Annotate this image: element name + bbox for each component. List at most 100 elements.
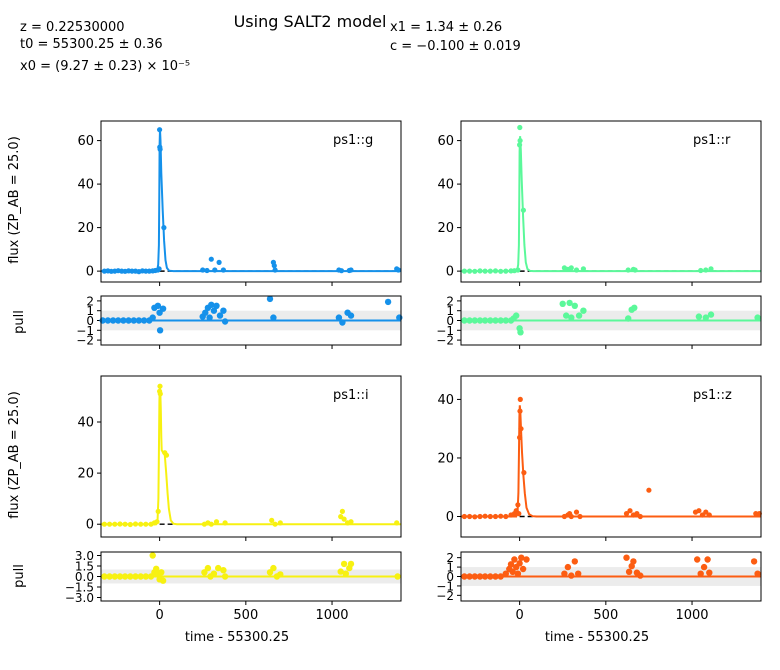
- ps1-i-pull-point: [204, 564, 212, 572]
- ps1-g-pull-ytick-label: −1: [76, 324, 94, 338]
- ps1-z-data-point: [477, 513, 483, 520]
- ps1-z-pull-point: [561, 570, 568, 577]
- ps1-r-pull-point: [575, 312, 583, 319]
- ps1-z-pull-point: [697, 570, 704, 577]
- ps1-r-data-point: [517, 142, 523, 148]
- ps1-i-pull-point: [142, 573, 149, 580]
- ps1-i-data-point: [222, 520, 228, 526]
- ps1-i-pull-ytick-label: 0.0: [75, 570, 94, 584]
- ps1-g-data-point: [208, 256, 214, 262]
- ps1-i-data-point: [272, 521, 278, 527]
- ps1-i-pull-point: [116, 573, 124, 580]
- ps1-g-pull-point: [115, 317, 122, 324]
- ps1-g-pull-ytick-label: 0: [86, 314, 94, 328]
- xlabel-right: time - 55300.25: [545, 630, 649, 645]
- ps1-i-pull-point: [270, 564, 277, 572]
- ps1-g-data-point: [212, 267, 218, 273]
- ps1-g-data-point: [204, 267, 210, 274]
- ps1-r-data-point: [515, 267, 521, 273]
- ps1-i-band-label: ps1::i: [333, 388, 369, 403]
- ps1-z-flux-ytick-label: 0: [446, 510, 454, 525]
- ps1-i-data-point: [277, 520, 283, 526]
- ps1-r-data-point: [625, 267, 631, 273]
- ps1-i-flux-ytick-label: 40: [77, 416, 94, 431]
- ps1-g-pull-point: [159, 305, 167, 312]
- ps1-r-data-point: [632, 267, 638, 273]
- ps1-g-pull-point: [140, 317, 148, 324]
- ps1-z-pull-point: [625, 568, 633, 575]
- ps1-g-data-point: [216, 259, 222, 265]
- ps1-z-pull-point: [487, 573, 494, 580]
- ps1-i-pull-point: [121, 573, 129, 580]
- ps1-z-pull-point: [623, 554, 630, 561]
- ps1-g-data-point: [200, 267, 206, 273]
- ps1-i-flux-frame: [100, 375, 402, 538]
- ps1-g-data-point: [161, 225, 167, 231]
- ps1-r-pull-point: [707, 311, 715, 318]
- ps1-r-flux-frame: [460, 120, 762, 283]
- ps1-z-pull-point: [507, 561, 515, 568]
- ps1-z-band-label: ps1::z: [693, 388, 732, 403]
- ps1-r-data-point: [568, 265, 574, 271]
- ps1-z-pull-ytick-label: 2: [446, 551, 454, 565]
- pull-ylabel-top: pull: [12, 310, 27, 334]
- ps1-r-data-point: [472, 268, 478, 274]
- ps1-z-data-point: [521, 470, 527, 476]
- ps1-g-data-point: [338, 268, 345, 274]
- ps1-g-data-point: [271, 263, 277, 269]
- xlabel-left: time - 55300.25: [185, 630, 289, 645]
- flux-ylabel-top: flux (ZP_AB = 25.0): [7, 136, 22, 264]
- ps1-i-pull-point: [220, 567, 227, 574]
- ps1-r-flux-ytick-label: 40: [437, 178, 454, 193]
- ps1-z-data-point: [461, 513, 467, 520]
- ps1-z-data-point: [487, 513, 493, 520]
- ps1-r-data-point: [517, 124, 523, 131]
- ps1-i-data-point: [155, 508, 161, 514]
- ps1-g-pull-point: [221, 318, 229, 325]
- ps1-z-pull-point: [518, 554, 525, 561]
- param-t0: t0 = 55300.25 ± 0.36: [20, 37, 163, 52]
- ps1-i-pull-point: [337, 568, 344, 575]
- ps1-z-flux-ytick-label: 20: [437, 451, 454, 466]
- ps1-z-pull-point: [509, 568, 516, 575]
- ps1-i-pull-point: [342, 570, 349, 577]
- ps1-i-pull-point: [132, 573, 139, 580]
- ps1-r-pull-point: [559, 300, 566, 307]
- ps1-r-data-point: [517, 138, 523, 144]
- ps1-g-band-label: ps1::g: [333, 133, 373, 148]
- ps1-g-pull-point: [384, 298, 392, 306]
- ps1-z-data-point: [573, 509, 580, 515]
- ps1-r-data-point: [580, 266, 587, 272]
- ps1-g-flux-frame: [100, 120, 402, 283]
- ps1-r-pull-point: [625, 315, 632, 322]
- ps1-i-pull-point: [106, 573, 113, 580]
- ps1-g-pull-ytick-label: 2: [86, 294, 94, 308]
- ps1-z-pull-point: [492, 573, 499, 580]
- ps1-z-pull-point: [466, 573, 473, 580]
- ps1-r-pull-ytick-label: 0: [446, 314, 454, 328]
- ps1-i-pull-xtick-label: 1000: [315, 608, 348, 623]
- ps1-r-data-point: [573, 267, 580, 273]
- ps1-i-pull-point: [221, 573, 229, 580]
- ps1-r-pull-point: [754, 314, 761, 321]
- ps1-i-pull-point: [101, 573, 108, 580]
- ps1-z-data-point: [696, 508, 702, 514]
- ps1-r-pull-point: [513, 312, 520, 319]
- ps1-g-flux-ytick-label: 0: [86, 265, 94, 280]
- ps1-r-pull-point: [563, 312, 570, 319]
- ps1-i-data-point: [127, 521, 133, 528]
- ps1-i-pull-point: [137, 573, 144, 580]
- ps1-g-pull-point: [125, 317, 132, 324]
- ps1-z-pull-ytick-label: −2: [436, 589, 454, 603]
- ps1-g-flux-ytick-label: 60: [77, 134, 94, 149]
- ps1-r-band-label: ps1::r: [693, 133, 731, 148]
- ps1-i-data-point: [157, 391, 163, 397]
- ps1-z-flux-ytick-label: 40: [437, 393, 454, 408]
- ps1-z-pull-point: [750, 558, 758, 565]
- ps1-g-pull-point: [220, 307, 227, 314]
- ps1-g-pull-point: [210, 307, 218, 314]
- ps1-z-data-point: [517, 434, 523, 441]
- ps1-z-pull-point: [575, 570, 582, 577]
- ps1-i-pull-point: [111, 573, 119, 580]
- ps1-g-pull-point: [347, 312, 355, 319]
